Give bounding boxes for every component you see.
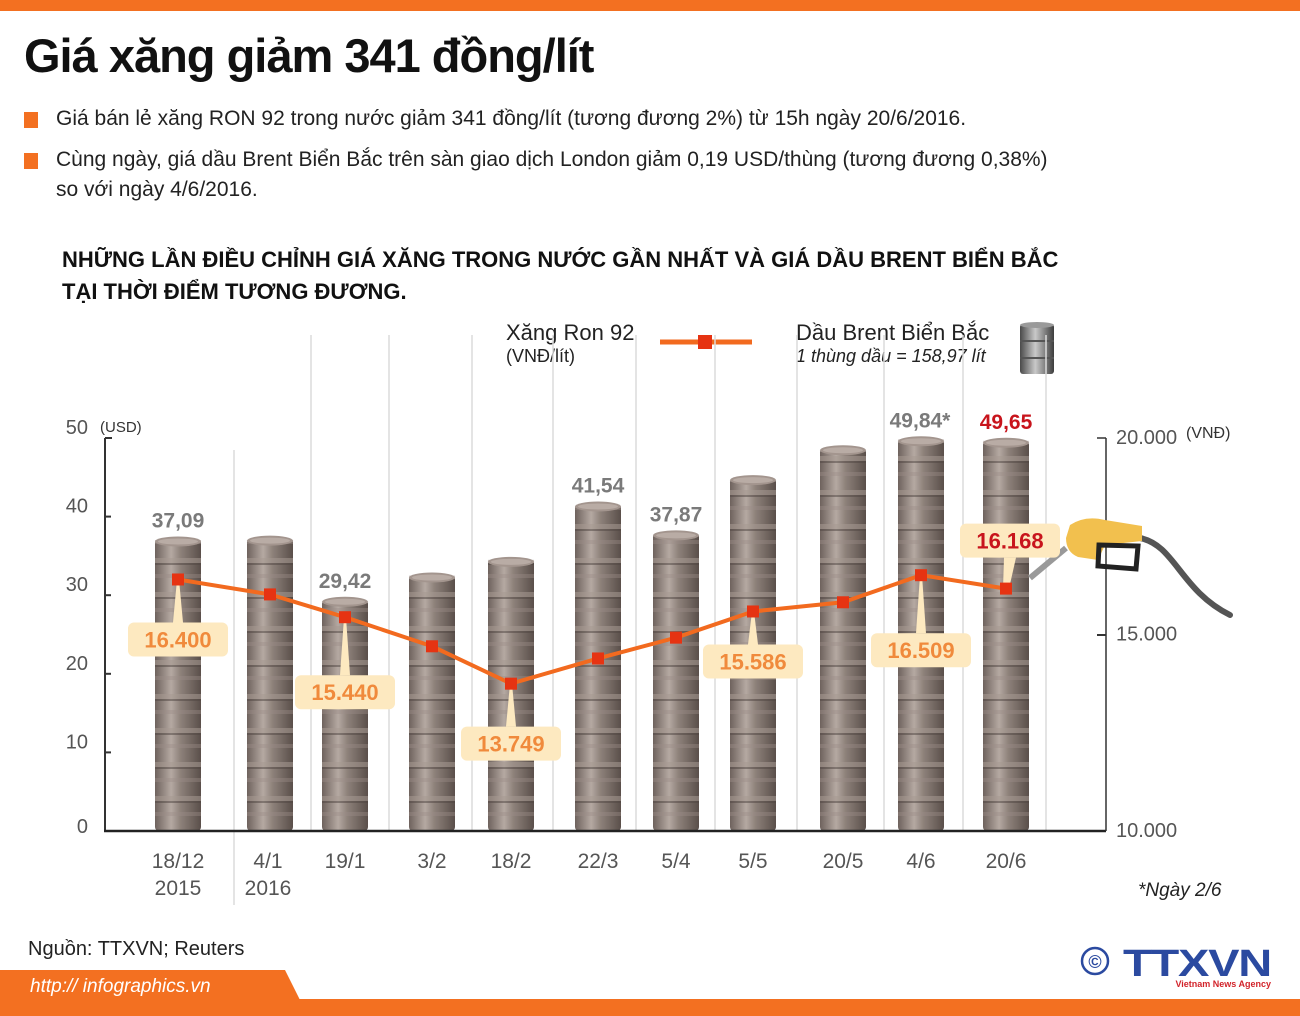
price-callout-text: 15.586 — [719, 649, 786, 674]
left-tick-label: 10 — [66, 731, 88, 753]
bullet-1: Giá bán lẻ xăng RON 92 trong nước giảm 3… — [24, 104, 966, 134]
legend-brent-label: Dầu Brent Biển Bắc — [796, 320, 990, 345]
legend-gasoline: Xăng Ron 92 (VNĐ/lít) — [506, 320, 634, 367]
right-axis-unit: (VNĐ) — [1186, 425, 1230, 442]
barrel-bar: 41,54 — [572, 474, 625, 831]
barrel-value-label: 49,65 — [980, 411, 1033, 434]
footnote: *Ngày 2/6 — [1138, 880, 1222, 901]
page-title: Giá xăng giảm 341 đồng/lít — [24, 29, 594, 82]
fuel-nozzle-icon — [1028, 518, 1233, 618]
chart-canvas: 37,09 29,42 41,54 37,87 49,84* 49,65 0 10 20 30 4… — [66, 335, 1233, 905]
vertical-gridlines — [233, 335, 1047, 905]
chart-title-line2: TẠI THỜI ĐIỂM TƯƠNG ĐƯƠNG. — [62, 279, 407, 304]
bottom-accent-bar — [0, 999, 1300, 1016]
right-tick-label: 10.000 — [1116, 820, 1177, 842]
barrel-bar — [409, 572, 455, 831]
line-marker — [339, 611, 351, 624]
x-axis-label: 4/1 — [253, 850, 282, 873]
price-callout-text: 16.400 — [144, 627, 211, 652]
barrel-bar — [247, 535, 293, 831]
left-tick-label: 30 — [66, 574, 88, 596]
bullet-2-line2: so với ngày 4/6/2016. — [56, 178, 258, 201]
legend-brent: Dầu Brent Biển Bắc 1 thùng dầu = 158,97 … — [796, 320, 989, 367]
legend-line-marker-icon — [660, 335, 752, 349]
left-tick-label: 40 — [66, 496, 88, 518]
barrel-value-label: 37,09 — [152, 509, 205, 532]
line-marker — [670, 631, 682, 644]
x-axis-labels: 18/12 2015 4/1 2016 19/1 3/2 18/2 22/3 5/4 5/5 20/… — [152, 850, 1027, 900]
line-marker — [915, 569, 927, 582]
line-marker — [426, 640, 438, 653]
price-callout: 13.749 — [461, 683, 561, 761]
price-callout: 16.509 — [871, 575, 971, 668]
barrel-value-label: 49,84* — [890, 409, 952, 432]
price-callout: 16.400 — [128, 579, 228, 657]
copyright-icon — [1080, 946, 1110, 976]
price-callout-text: 13.749 — [477, 732, 544, 757]
x-axis-year-label: 2016 — [245, 877, 292, 900]
price-callout-text: 16.168 — [976, 529, 1043, 554]
left-tick-label: 20 — [66, 653, 88, 675]
x-axis-label: 20/5 — [823, 850, 864, 873]
ttxvn-logo: © TTXVN Vietnam News Agency — [1080, 943, 1272, 989]
legend-gasoline-label: Xăng Ron 92 — [506, 320, 635, 345]
bullet-square-icon — [24, 153, 38, 169]
line-marker — [1000, 582, 1012, 595]
legend-brent-note: 1 thùng dầu = 158,97 lít — [796, 346, 986, 366]
left-tick-label: 50 — [66, 417, 88, 439]
price-callout-text: 15.440 — [311, 680, 378, 705]
right-tick-label: 20.000 — [1116, 427, 1177, 449]
line-marker — [592, 652, 604, 665]
barrel-value-label: 29,42 — [319, 570, 372, 593]
chart-title: NHỮNG LẦN ĐIỀU CHỈNH GIÁ XĂNG TRONG NƯỚC… — [62, 244, 1058, 308]
right-axis — [1097, 437, 1107, 831]
x-axis-label: 19/1 — [325, 850, 366, 873]
price-callout-text: 16.509 — [887, 638, 954, 663]
logo-subtitle: Vietnam News Agency — [1175, 979, 1271, 989]
x-axis-label: 4/6 — [906, 850, 935, 873]
copyright-symbol: © — [1088, 952, 1101, 972]
line-marker — [505, 677, 517, 690]
price-callout: 15.586 — [703, 611, 803, 679]
bullet-1-text: Giá bán lẻ xăng RON 92 trong nước giảm 3… — [56, 107, 967, 130]
x-axis-year-label: 2015 — [155, 877, 202, 900]
line-marker — [837, 596, 849, 609]
left-axis — [104, 437, 1106, 833]
chart-title-line1: NHỮNG LẦN ĐIỀU CHỈNH GIÁ XĂNG TRONG NƯỚC… — [62, 247, 1059, 272]
price-callout: 16.168 — [960, 523, 1060, 589]
barrel-value-label: 37,87 — [650, 503, 703, 526]
barrel-bar — [820, 445, 866, 831]
barrel-value-label: 41,54 — [572, 474, 625, 497]
price-callout: 15.440 — [295, 617, 395, 710]
line-marker — [172, 573, 184, 586]
bullet-square-icon — [24, 112, 38, 128]
data-labels: 16.400 15.440 13.749 15.586 16.509 16.168 — [128, 523, 1060, 761]
barrel-bars: 37,09 29,42 41,54 37,87 49,84* 49,65 — [152, 409, 1033, 831]
right-axis-ticks: 10.000 15.000 20.000 — [1116, 427, 1177, 842]
url-tab — [0, 970, 300, 1000]
source-text: Nguồn: TTXVN; Reuters — [28, 938, 245, 960]
x-axis-label: 3/2 — [417, 850, 446, 873]
left-tick-label: 0 — [77, 816, 88, 838]
site-link[interactable]: http:// infographics.vn — [30, 976, 211, 997]
barrel-bar: 37,09 — [152, 509, 205, 831]
left-axis-unit: (USD) — [100, 419, 142, 436]
x-axis-label: 5/4 — [661, 850, 691, 873]
bullet-2-line1: Cùng ngày, giá dầu Brent Biển Bắc trên s… — [56, 148, 1048, 171]
barrel-bar: 37,87 — [650, 503, 703, 831]
x-axis-label: 18/2 — [491, 850, 532, 873]
bullet-2: Cùng ngày, giá dầu Brent Biển Bắc trên s… — [24, 145, 1048, 205]
x-axis-label: 20/6 — [986, 850, 1027, 873]
x-axis-label: 5/5 — [738, 850, 767, 873]
logo-text: TTXVN — [1123, 943, 1271, 985]
line-marker — [747, 605, 759, 618]
line-marker — [264, 588, 276, 601]
right-tick-label: 15.000 — [1116, 624, 1177, 646]
left-axis-ticks: 0 10 20 30 40 50 — [66, 417, 111, 838]
x-axis-label: 18/12 — [152, 850, 205, 873]
x-axis-label: 22/3 — [578, 850, 619, 873]
top-accent-bar — [0, 0, 1300, 11]
legend-gasoline-unit: (VNĐ/lít) — [506, 346, 575, 366]
barrel-bar: 49,65 — [980, 411, 1033, 831]
